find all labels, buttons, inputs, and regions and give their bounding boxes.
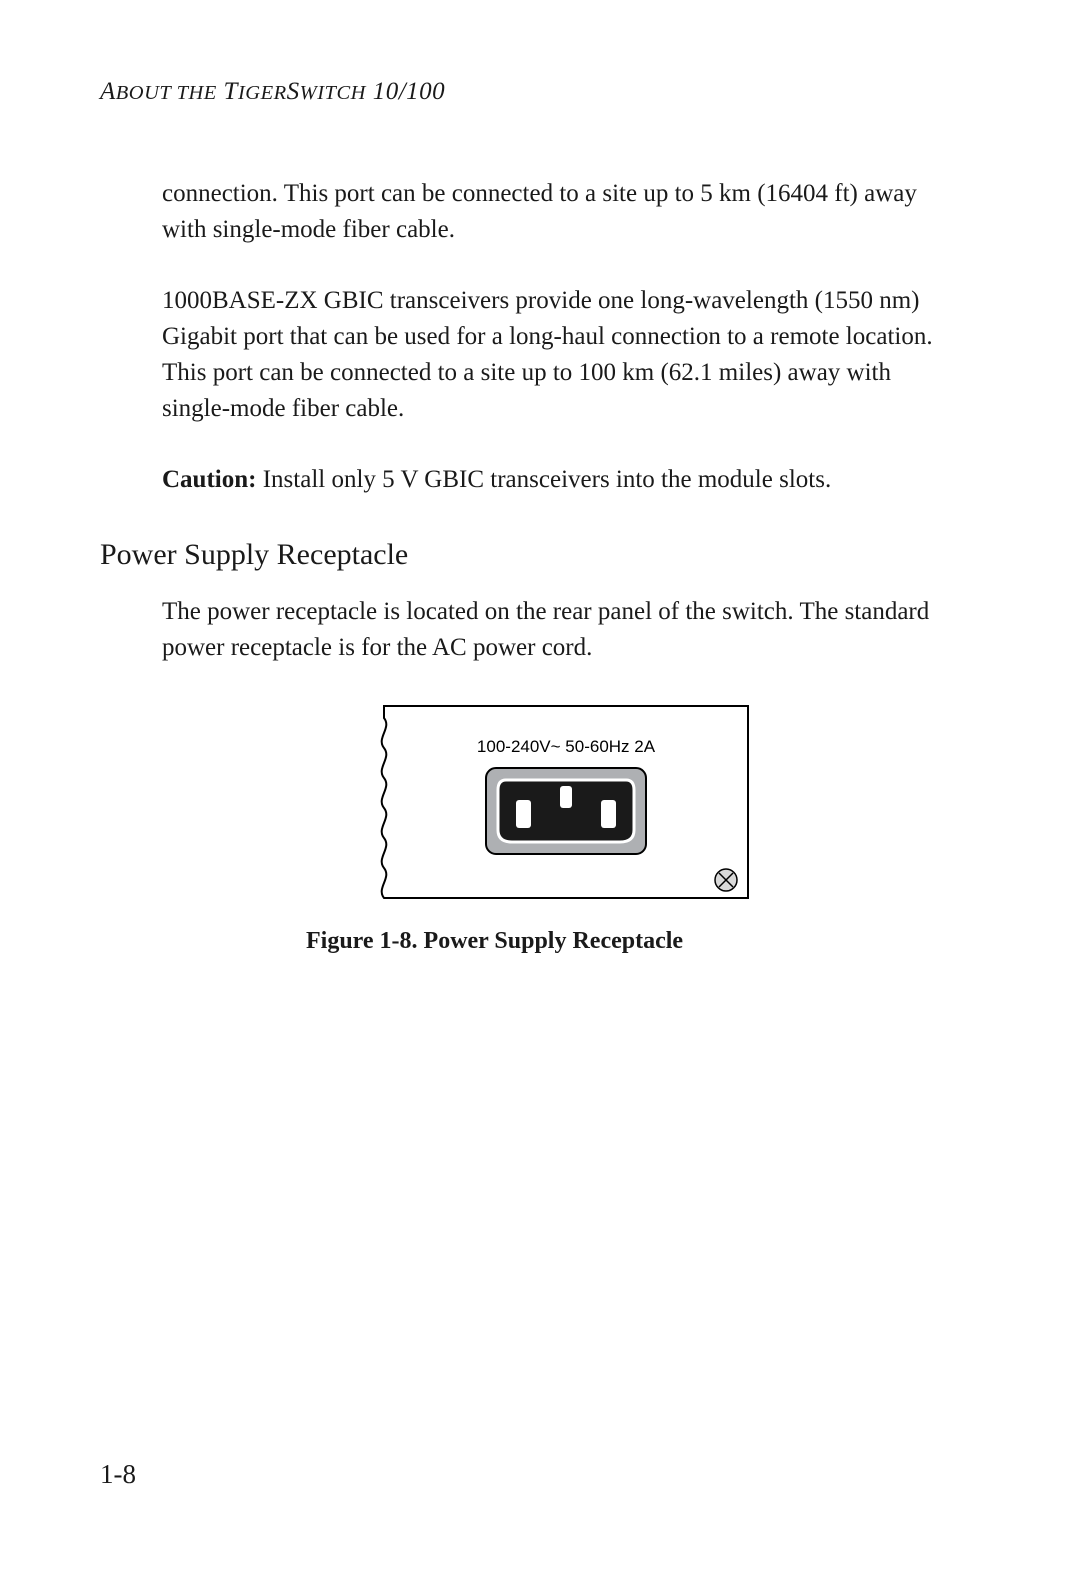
power-receptacle-figure: 100-240V~ 50-60Hz 2A [356,700,756,910]
running-head: ABOUT THE TIGERSWITCH 10/100 [100,78,980,106]
caution-paragraph: Caution: Install only 5 V GBIC transceiv… [162,462,950,498]
figure-caption: Figure 1-8. Power Supply Receptacle [306,924,950,959]
paragraph-2: 1000BASE-ZX GBIC transceivers provide on… [162,283,950,428]
body-block-2: The power receptacle is located on the r… [162,594,950,959]
page-number: 1-8 [100,1459,136,1490]
caution-label: Caution: [162,466,256,493]
panel-screw [715,869,737,891]
power-rating-label: 100-240V~ 50-60Hz 2A [477,737,656,756]
page: ABOUT THE TIGERSWITCH 10/100 connection.… [0,0,1080,1570]
pin-ground [560,786,572,808]
pin-right [601,800,616,828]
paragraph-1: connection. This port can be connected t… [162,176,950,249]
caution-text: Install only 5 V GBIC transceivers into … [256,466,831,493]
running-head-text: ABOUT THE TIGERSWITCH 10/100 [100,78,445,105]
pin-left [516,800,531,828]
paragraph-receptacle: The power receptacle is located on the r… [162,594,950,667]
body-block: connection. This port can be connected t… [162,176,950,498]
section-heading: Power Supply Receptacle [100,538,980,572]
figure-wrap: 100-240V~ 50-60Hz 2A [162,700,950,910]
